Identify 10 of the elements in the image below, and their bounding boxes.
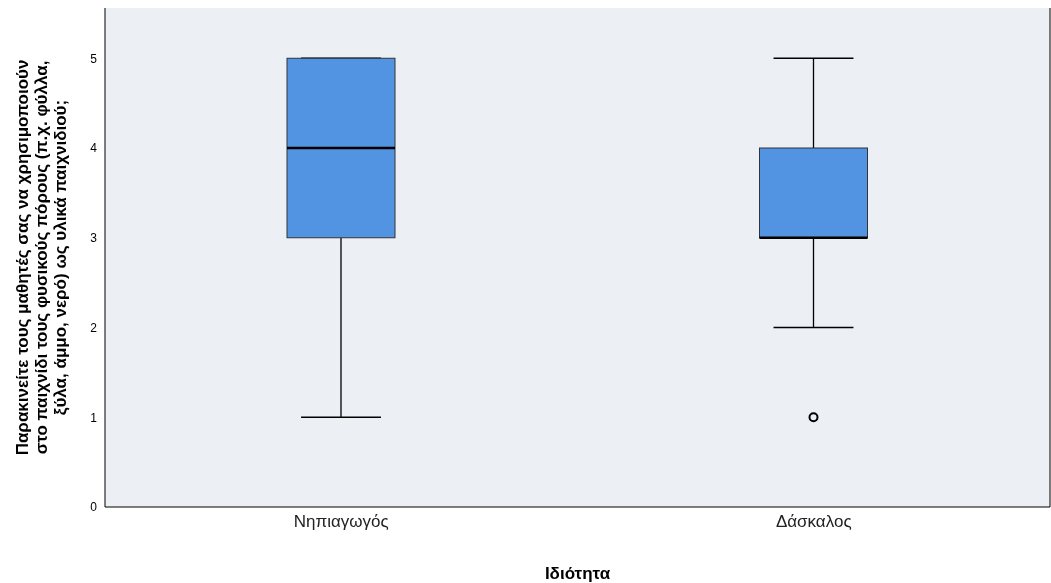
y-tick-label: 2 xyxy=(90,320,98,335)
x-axis-title: Ιδιότητα xyxy=(544,564,611,583)
y-tick-label: 3 xyxy=(90,231,98,246)
y-tick-label: 0 xyxy=(90,500,98,515)
x-tick-label: Νηπιαγωγός xyxy=(293,512,389,532)
y-tick-label: 1 xyxy=(90,410,98,425)
y-axis-title: Παρακινείτε τους μαθητές σας να χρησιμοποιούν στο παιχνίδι τους φυσικούς πόρους (π.χ. φύλλα, ξύλα, άμμο, νερό) ως υλικά παιχνιδιού; xyxy=(13,59,70,456)
x-tick-label: Δάσκαλος xyxy=(775,512,852,532)
y-tick-label: 5 xyxy=(90,51,98,66)
y-tick-label: 4 xyxy=(90,141,98,156)
